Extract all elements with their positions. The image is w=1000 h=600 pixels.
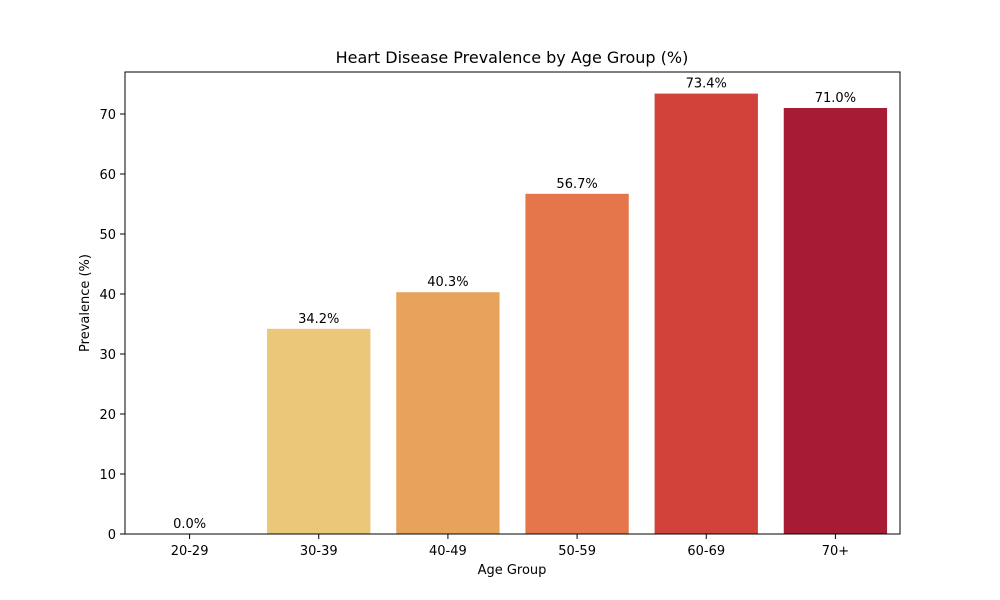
data-label-30-39: 34.2% bbox=[298, 312, 339, 327]
bar-60-69 bbox=[654, 93, 758, 534]
x-tick-label-20-29: 20-29 bbox=[171, 544, 209, 559]
y-tick-label-70: 70 bbox=[99, 108, 116, 123]
y-tick-label-40: 40 bbox=[99, 288, 116, 303]
data-label-50-59: 56.7% bbox=[556, 177, 597, 192]
x-tick-label-40-49: 40-49 bbox=[429, 544, 467, 559]
y-tick-label-30: 30 bbox=[99, 348, 116, 363]
data-label-40-49: 40.3% bbox=[427, 275, 468, 290]
y-axis: 0 10 20 30 40 50 60 70 bbox=[99, 108, 125, 543]
x-tick-label-60-69: 60-69 bbox=[687, 544, 725, 559]
y-tick-label-60: 60 bbox=[99, 168, 116, 183]
data-label-70+: 71.0% bbox=[815, 91, 856, 106]
x-tick-label-30-39: 30-39 bbox=[300, 544, 338, 559]
bar-50-59 bbox=[525, 193, 629, 535]
data-labels: 0.0% 34.2% 40.3% 56.7% 73.4% 71.0% bbox=[173, 77, 856, 532]
x-axis: 20-29 30-39 40-49 50-59 60-69 70+ bbox=[171, 534, 849, 559]
bar-70+ bbox=[783, 108, 888, 534]
x-tick-label-50-59: 50-59 bbox=[558, 544, 596, 559]
bar-30-39 bbox=[267, 328, 371, 534]
y-tick-label-50: 50 bbox=[99, 228, 116, 243]
chart-title: Heart Disease Prevalence by Age Group (%… bbox=[336, 48, 689, 67]
x-tick-label-70+: 70+ bbox=[822, 544, 849, 559]
data-label-60-69: 73.4% bbox=[686, 77, 727, 92]
y-tick-label-10: 10 bbox=[99, 468, 116, 483]
y-tick-label-0: 0 bbox=[108, 528, 116, 543]
data-label-20-29: 0.0% bbox=[173, 517, 206, 532]
y-tick-label-20: 20 bbox=[99, 408, 116, 423]
x-axis-label: Age Group bbox=[478, 563, 547, 578]
y-axis-label: Prevalence (%) bbox=[78, 254, 93, 352]
bar-40-49 bbox=[396, 292, 500, 534]
plot-frame bbox=[124, 71, 901, 535]
bars bbox=[267, 93, 888, 535]
